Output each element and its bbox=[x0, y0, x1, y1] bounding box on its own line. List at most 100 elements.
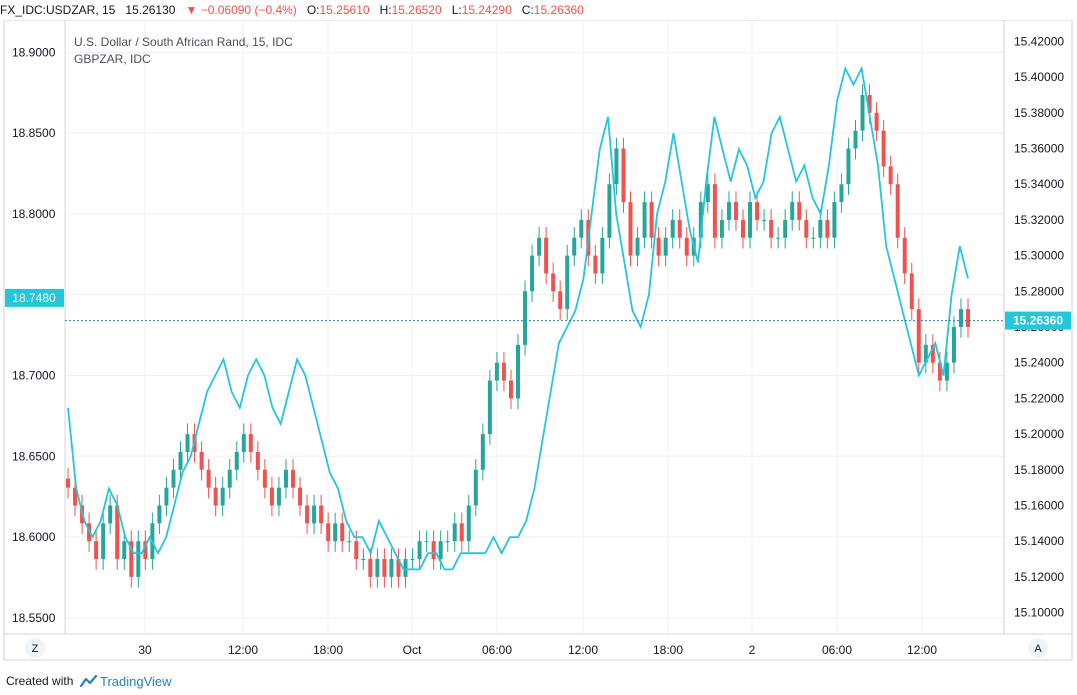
time-tick-label: 30 bbox=[138, 643, 152, 657]
candle-body bbox=[298, 487, 303, 506]
candle-body bbox=[368, 559, 373, 577]
candle-body bbox=[733, 202, 738, 220]
chart-canvas[interactable]: 18.900018.850018.800018.750018.700018.65… bbox=[0, 20, 1077, 668]
candle-body bbox=[607, 184, 612, 238]
candle-body bbox=[66, 478, 70, 488]
candle-body bbox=[333, 523, 338, 542]
candle-body bbox=[530, 255, 535, 292]
candle-body bbox=[382, 559, 387, 577]
candle-body bbox=[312, 505, 317, 524]
candle-body bbox=[185, 434, 190, 452]
candle-body bbox=[811, 237, 816, 239]
candle-body bbox=[628, 202, 633, 256]
time-tick-label: 18:00 bbox=[653, 643, 683, 657]
legend-main-series: U.S. Dollar / South African Rand, 15, ID… bbox=[74, 35, 293, 49]
down-arrow-icon: ▼ bbox=[185, 3, 198, 17]
candle-body bbox=[537, 237, 542, 256]
right-tick-label: 15.28000 bbox=[1014, 284, 1064, 298]
right-tick-label: 15.32000 bbox=[1014, 213, 1064, 227]
scale-right-button[interactable]: A bbox=[1028, 638, 1048, 658]
right-tick-label: 15.20000 bbox=[1014, 427, 1064, 441]
candle-body bbox=[663, 237, 668, 256]
candle-body bbox=[853, 130, 858, 149]
candle-body bbox=[804, 219, 809, 238]
tradingview-brand[interactable]: TradingView bbox=[100, 674, 172, 689]
candle-body bbox=[867, 94, 872, 113]
candle-body bbox=[670, 219, 675, 238]
candle-body bbox=[649, 202, 654, 238]
candle-body bbox=[101, 523, 106, 560]
candle-body bbox=[888, 166, 893, 185]
candle-body bbox=[966, 309, 970, 327]
candle-body bbox=[642, 202, 647, 238]
candle-body bbox=[375, 559, 380, 577]
candle-body bbox=[895, 184, 900, 238]
candle-body bbox=[473, 469, 478, 506]
footer: Created with TradingView bbox=[0, 668, 1077, 695]
candle-body bbox=[951, 327, 956, 363]
right-price-badge: 15.26360 bbox=[1005, 311, 1071, 330]
candle-body bbox=[108, 505, 113, 524]
candle-body bbox=[923, 344, 928, 363]
right-tick-label: 15.12000 bbox=[1014, 570, 1064, 584]
chart-legend: U.S. Dollar / South African Rand, 15, ID… bbox=[74, 34, 293, 68]
candle-body bbox=[73, 487, 78, 506]
candle-body bbox=[347, 541, 352, 543]
symbol-header: FX_IDC:USDZAR, 15 15.26130 ▼ −0.06090 (−… bbox=[0, 0, 1077, 20]
candle-body bbox=[874, 112, 879, 131]
candle-body bbox=[115, 505, 120, 560]
candle-body bbox=[881, 130, 886, 167]
candle-body bbox=[600, 237, 605, 274]
candle-body bbox=[705, 184, 710, 203]
time-tick-label: 12:00 bbox=[568, 643, 598, 657]
scale-left-button[interactable]: Z bbox=[25, 638, 45, 658]
candle-body bbox=[326, 523, 331, 542]
candle-body bbox=[136, 541, 141, 577]
candle-body bbox=[445, 541, 450, 543]
right-tick-label: 15.22000 bbox=[1014, 391, 1064, 405]
candle-body bbox=[783, 219, 788, 238]
candle-body bbox=[340, 523, 345, 542]
candle-body bbox=[579, 219, 584, 238]
candle-body bbox=[164, 487, 169, 506]
left-tick-label: 18.8500 bbox=[12, 126, 56, 140]
candle-body bbox=[171, 469, 176, 488]
right-tick-label: 15.42000 bbox=[1014, 34, 1064, 48]
candle-body bbox=[621, 148, 626, 203]
candle-body bbox=[410, 559, 415, 561]
right-tick-label: 15.24000 bbox=[1014, 356, 1064, 370]
candle-body bbox=[276, 487, 281, 506]
candle-body bbox=[262, 469, 267, 488]
candle-body bbox=[255, 451, 260, 470]
low-label: L: bbox=[451, 3, 462, 17]
right-tick-label: 15.16000 bbox=[1014, 498, 1064, 512]
candle-body bbox=[902, 237, 907, 274]
candle-body bbox=[839, 184, 844, 203]
candle-body bbox=[122, 541, 127, 560]
candle-body bbox=[234, 451, 239, 470]
candle-body bbox=[551, 273, 556, 292]
candle-body bbox=[860, 94, 865, 131]
time-tick-label: 06:00 bbox=[822, 643, 852, 657]
time-tick-label: 18:00 bbox=[313, 643, 343, 657]
candle-body bbox=[452, 523, 457, 542]
high-value: 15.26520 bbox=[391, 3, 442, 17]
right-tick-label: 15.34000 bbox=[1014, 177, 1064, 191]
candle-body bbox=[248, 434, 253, 452]
time-axis-ticks: 30 12:00 18:00 Oct 06:00 12:00 18:00 2 06:00 12:0… bbox=[138, 643, 937, 657]
right-badge-value: 15.26360 bbox=[1013, 314, 1063, 328]
candle-body bbox=[565, 255, 570, 310]
left-badge-value: 18.7480 bbox=[12, 291, 56, 305]
chart-frame bbox=[3, 20, 1073, 661]
close-value: 15.26360 bbox=[533, 3, 584, 17]
scale-right-label: A bbox=[1034, 643, 1042, 655]
candle-body bbox=[220, 487, 225, 506]
candle-body bbox=[319, 505, 324, 524]
candle-body bbox=[719, 219, 724, 238]
legend-compare-series: GBPZAR, IDC bbox=[74, 52, 151, 66]
candle-body bbox=[94, 541, 99, 560]
candle-body bbox=[487, 380, 492, 435]
candle-body bbox=[143, 541, 148, 560]
candle-body bbox=[417, 541, 422, 560]
time-tick-label: 06:00 bbox=[482, 643, 512, 657]
